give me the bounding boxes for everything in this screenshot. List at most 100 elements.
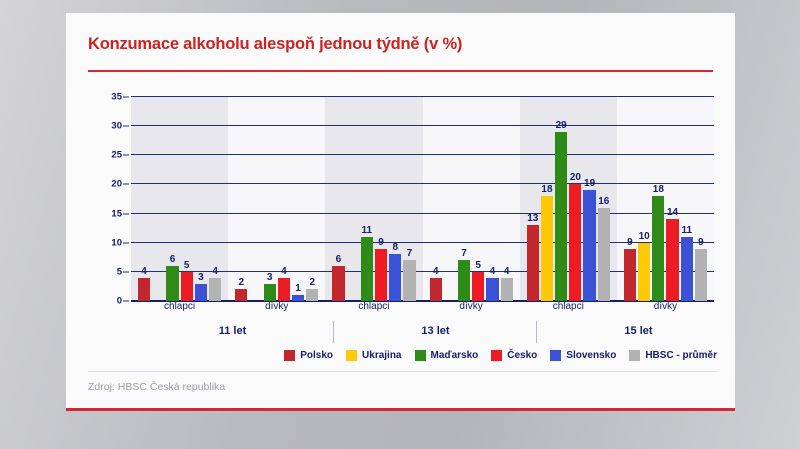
y-axis-tick-mark (123, 242, 129, 244)
bar[interactable]: 3 (194, 272, 207, 301)
bar[interactable]: 20 (569, 173, 582, 301)
bar-slot: 4 (209, 97, 222, 301)
x-axis-group-label: 11 let (131, 321, 334, 347)
bar-slot: 2 (306, 97, 319, 301)
bar-value-label: 5 (475, 259, 481, 271)
bar[interactable]: 18 (540, 185, 554, 301)
bar-slot: 5 (472, 97, 485, 301)
bar[interactable]: 5 (180, 260, 193, 301)
bar-slot: 9 (374, 97, 388, 301)
bar[interactable]: 19 (583, 179, 596, 301)
title-divider (88, 70, 713, 72)
legend-item[interactable]: Ukrajina (346, 349, 402, 361)
background-band (422, 97, 520, 301)
bar[interactable]: 2 (235, 278, 248, 301)
plot-area: 4 6 5 3 4 2 3 4 1 2 6 11 9 8 7 4 7 5 4 4 13 18 29 20 19 16 9 10 18 14… (131, 96, 715, 302)
gridline (131, 241, 714, 243)
bar[interactable]: 29 (555, 120, 568, 301)
bar[interactable]: 6 (166, 255, 179, 301)
legend-label: HBSC - průměr (645, 349, 717, 361)
legend-item[interactable]: HBSC - průměr (629, 349, 717, 361)
x-axis-subgroup-label: chlapci (552, 301, 584, 312)
bar-slot: 1 (291, 97, 305, 301)
gridline (131, 300, 714, 302)
background-band (131, 97, 229, 301)
x-axis-subgroup-label: dívky (265, 301, 289, 312)
legend-item[interactable]: Maďarsko (414, 349, 479, 361)
bar-value-label: 19 (584, 178, 596, 190)
bar-value-label: 4 (212, 265, 218, 277)
x-axis-subgroup-label: chlapci (358, 301, 390, 312)
footer-divider (88, 371, 717, 372)
bar[interactable]: 1 (291, 284, 305, 301)
bar-slot: 6 (166, 97, 179, 301)
bar[interactable]: 18 (652, 185, 665, 301)
gridline (131, 212, 714, 214)
gridline (131, 125, 714, 127)
bar-slot: 7 (457, 97, 471, 301)
legend-item[interactable]: Česko (491, 349, 537, 361)
bar[interactable]: 9 (374, 237, 388, 301)
bar[interactable]: 7 (403, 249, 416, 301)
bar-value-label: 7 (461, 248, 467, 260)
bar-value-label: 18 (652, 184, 664, 196)
bar[interactable]: 11 (360, 225, 373, 301)
chart-legend: Polsko Ukrajina Maďarsko Česko Slovensko HBSC… (88, 345, 717, 365)
legend-label: Maďarsko (430, 349, 479, 361)
bar[interactable]: 7 (457, 249, 471, 301)
bar-slot: 3 (263, 97, 276, 301)
bar[interactable]: 4 (429, 266, 442, 301)
bar-value-label: 13 (527, 213, 539, 225)
bar[interactable]: 4 (500, 266, 513, 301)
legend-color-swatch (346, 349, 358, 361)
bar-value-label: 9 (378, 236, 384, 248)
bar[interactable]: 3 (263, 272, 276, 301)
bar[interactable]: 10 (638, 231, 651, 301)
bar-value-label: 4 (489, 265, 496, 277)
bar[interactable]: 14 (666, 208, 679, 301)
y-axis-tick-mark (123, 125, 129, 127)
bar[interactable]: 11 (680, 225, 693, 301)
bar-value-label: 10 (638, 230, 650, 242)
bar[interactable]: 13 (526, 214, 539, 301)
bar-slot: 7 (403, 97, 416, 301)
bar[interactable]: 4 (137, 266, 151, 301)
legend-item[interactable]: Slovensko (550, 349, 616, 361)
bar[interactable]: 5 (472, 260, 485, 301)
y-axis-tick-mark (123, 183, 129, 185)
bar-value-label: 11 (681, 224, 693, 236)
bar[interactable]: 4 (486, 266, 499, 301)
x-axis-group-label: 13 let (334, 321, 537, 347)
x-axis-subgroup-label: dívky (459, 301, 483, 312)
bar-slot: 10 (638, 97, 651, 301)
bar[interactable]: 8 (389, 243, 402, 301)
bar[interactable]: 9 (694, 237, 708, 301)
bar-value-label: 11 (361, 224, 373, 236)
bar[interactable]: 6 (332, 255, 345, 301)
chart-card: Konzumace alkoholu alespoň jednou týdně … (66, 13, 735, 411)
bar-slot (347, 97, 359, 301)
bar-slot: 13 (526, 97, 539, 301)
bar-slot: 19 (583, 97, 596, 301)
bar[interactable]: 4 (277, 266, 290, 301)
bar-slot (444, 97, 456, 301)
x-axis-subgroup-label: chlapci (164, 301, 196, 312)
bar[interactable]: 4 (209, 266, 222, 301)
legend-color-swatch (629, 349, 641, 361)
bar-slot: 5 (180, 97, 193, 301)
bar-value-label: 8 (392, 242, 399, 254)
bar[interactable]: 9 (623, 237, 637, 301)
legend-item[interactable]: Polsko (284, 349, 334, 361)
bar[interactable]: 16 (597, 196, 610, 301)
legend-label: Ukrajina (362, 349, 402, 361)
x-axis-group-labels: 11 let 13 let 15 let (131, 321, 740, 347)
bar-slot: 4 (277, 97, 290, 301)
bar-slot: 11 (360, 97, 373, 301)
bar[interactable]: 2 (306, 278, 319, 301)
legend-color-swatch (550, 349, 562, 361)
bar-slot: 9 (623, 97, 637, 301)
gridline (131, 270, 714, 272)
y-axis-tick-label: 10 (111, 237, 122, 249)
y-axis-tick-mark (123, 213, 129, 215)
legend-label: Polsko (300, 349, 334, 361)
